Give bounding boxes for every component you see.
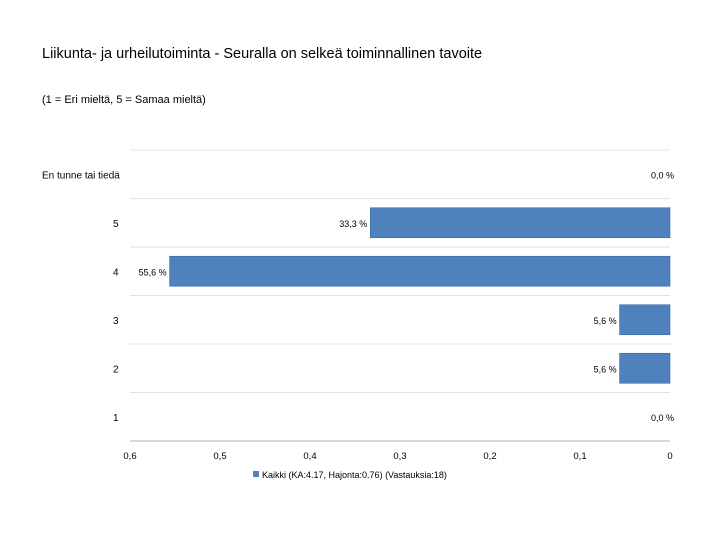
data-label: 5,6 % xyxy=(594,316,617,326)
legend-label: Kaikki (KA:4.17, Hajonta:0.76) (Vastauks… xyxy=(262,470,447,480)
data-label: 0,0 % xyxy=(651,170,674,180)
category-label: 2 xyxy=(113,364,119,375)
x-tick-label: 0,5 xyxy=(213,451,226,462)
category-label: 4 xyxy=(113,267,119,278)
x-tick-label: 0,1 xyxy=(573,451,586,462)
chart-subtitle: (1 = Eri mieltä, 5 = Samaa mieltä) xyxy=(42,94,206,106)
chart-title: Liikunta- ja urheilutoiminta - Seuralla … xyxy=(42,46,483,62)
bar xyxy=(169,255,671,287)
x-tick-label: 0 xyxy=(667,451,672,462)
data-label: 33,3 % xyxy=(339,219,367,229)
bar xyxy=(619,352,671,384)
x-tick-label: 0,4 xyxy=(303,451,316,462)
category-label: En tunne tai tiedä xyxy=(42,170,120,181)
x-tick-label: 0,3 xyxy=(393,451,406,462)
data-label: 5,6 % xyxy=(594,364,617,374)
x-tick-label: 0,6 xyxy=(123,451,136,462)
data-label: 55,6 % xyxy=(139,267,167,277)
data-label: 0,0 % xyxy=(651,413,674,423)
bar xyxy=(369,207,671,239)
x-tick-label: 0,2 xyxy=(483,451,496,462)
category-label: 1 xyxy=(113,413,119,424)
bar xyxy=(619,304,671,336)
category-label: 3 xyxy=(113,316,119,327)
legend-swatch xyxy=(253,471,259,477)
category-label: 5 xyxy=(113,219,119,230)
